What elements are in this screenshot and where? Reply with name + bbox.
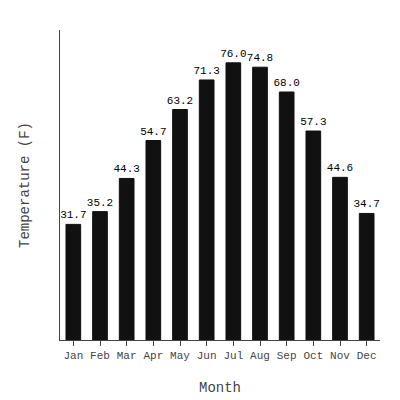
svg-text:Feb: Feb [90,350,110,362]
svg-text:Month: Month [199,380,241,396]
svg-text:Jan: Jan [63,350,83,362]
svg-text:76.0: 76.0 [220,48,246,60]
svg-text:54.7: 54.7 [140,126,166,138]
svg-text:Mar: Mar [117,350,137,362]
svg-text:May: May [170,350,190,362]
svg-text:31.7: 31.7 [60,209,86,221]
svg-text:44.3: 44.3 [113,163,139,175]
svg-text:Apr: Apr [143,350,163,362]
svg-text:Nov: Nov [330,350,350,362]
svg-text:74.8: 74.8 [247,52,273,64]
svg-text:68.0: 68.0 [273,77,299,89]
svg-text:Jun: Jun [197,350,217,362]
svg-text:Oct: Oct [303,350,323,362]
svg-text:34.7: 34.7 [353,198,379,210]
svg-text:71.3: 71.3 [193,65,219,77]
svg-text:57.3: 57.3 [300,116,326,128]
svg-text:44.6: 44.6 [327,162,353,174]
svg-text:Aug: Aug [250,350,270,362]
svg-text:Dec: Dec [357,350,377,362]
svg-text:63.2: 63.2 [167,95,193,107]
svg-text:Sep: Sep [277,350,297,362]
svg-text:Jul: Jul [223,350,243,362]
svg-text:35.2: 35.2 [87,197,113,209]
svg-text:Temperature (F): Temperature (F) [17,122,33,248]
